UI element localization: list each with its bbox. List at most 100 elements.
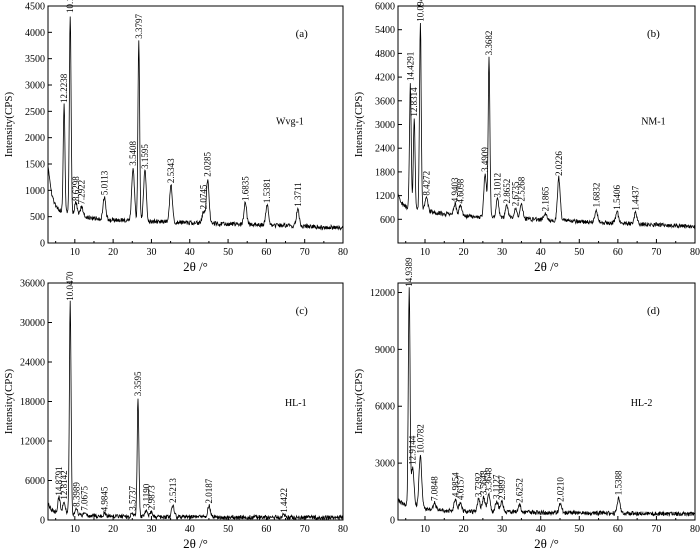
y-tick-label: 1000 <box>25 186 45 197</box>
y-tick-label: 0 <box>390 516 395 527</box>
peak-label: 10.1509 <box>65 0 75 13</box>
y-tick-label: 18000 <box>20 397 45 408</box>
peak-label: 3.1595 <box>140 144 150 169</box>
peak-label: 4.6157 <box>455 475 465 500</box>
peak-label: 12.9144 <box>408 435 418 465</box>
peak-label: 2.6735 <box>511 181 521 206</box>
y-tick-label: 2400 <box>375 144 395 155</box>
peak-label: 3.3595 <box>133 371 143 396</box>
peak-label: 8.6298 <box>71 176 81 201</box>
peak-label: 3.5408 <box>128 140 138 165</box>
peak-label: 4.9854 <box>450 472 460 497</box>
x-tick-label: 10 <box>70 524 80 535</box>
y-tick-label: 6000 <box>25 476 45 487</box>
peak-label: 1.4437 <box>631 185 641 210</box>
x-tick-label: 10 <box>420 524 430 535</box>
peak-label: 1.3711 <box>293 182 303 206</box>
y-tick-label: 1800 <box>375 167 395 178</box>
y-tick-label: 36000 <box>20 279 45 290</box>
x-tick-label: 50 <box>574 247 584 258</box>
peak-label: 1.5406 <box>612 185 622 210</box>
peak-label: 3.3797 <box>134 14 144 39</box>
x-tick-label: 70 <box>651 247 661 258</box>
peak-label: 2.0285 <box>203 151 213 176</box>
peak-label: 3.7392 <box>474 472 484 497</box>
peak-label: 1.6835 <box>240 176 250 201</box>
y-tick-label: 1200 <box>375 191 395 202</box>
peak-label: 12.8142 <box>59 470 69 499</box>
xrd-series-line <box>397 287 696 517</box>
x-tick-label: 10 <box>420 247 430 258</box>
peak-label: 4.6098 <box>455 178 465 203</box>
chart-panel-2: 10 20 30 40 50 60 70 80 600 1200 1800 2400 3000 3600 4… <box>353 0 700 274</box>
x-tick-label: 80 <box>690 524 700 535</box>
peak-label: 10.0782 <box>415 424 425 453</box>
y-tick-label: 12000 <box>20 437 45 448</box>
y-tick-label: 6000 <box>375 2 395 13</box>
peak-label: 2.5268 <box>516 176 526 201</box>
y-tick-label: 9000 <box>375 345 395 356</box>
peak-label: 4.9403 <box>450 177 460 202</box>
x-tick-label: 10 <box>70 247 80 258</box>
x-tick-label: 60 <box>613 247 623 258</box>
peak-label: 2.9897 <box>497 475 507 500</box>
y-tick-label: 600 <box>380 215 395 226</box>
y-tick-label: 4000 <box>25 28 45 39</box>
y-axis-title: Intensity(CPS) <box>353 368 365 434</box>
y-tick-label: 4200 <box>375 73 395 84</box>
x-tick-label: 50 <box>574 524 584 535</box>
xrd-series-line <box>47 300 344 521</box>
x-tick-label: 70 <box>300 247 310 258</box>
peak-label: 1.5381 <box>262 178 272 203</box>
peak-label: 2.0226 <box>554 151 564 176</box>
peak-label: 2.0745 <box>199 184 209 209</box>
peak-label: 2.1865 <box>540 186 550 211</box>
peak-label: 12.2238 <box>59 73 69 103</box>
peak-label: 3.1127 <box>492 474 502 499</box>
x-tick-label: 40 <box>536 524 546 535</box>
peak-label: 7.0675 <box>79 486 89 511</box>
x-tick-label: 20 <box>108 524 118 535</box>
peak-label: 14.9389 <box>404 257 414 287</box>
x-axis-title: 2θ /° <box>534 259 559 274</box>
peak-label: 2.8652 <box>502 179 512 204</box>
peak-label: 10.0944 <box>415 0 425 22</box>
y-tick-label: 3000 <box>375 459 395 470</box>
x-tick-label: 40 <box>185 524 195 535</box>
y-tick-label: 12000 <box>370 288 395 299</box>
x-tick-label: 30 <box>146 247 156 258</box>
chart-panel-3: 10 20 30 40 50 60 70 80 0 6000 12000 18000 24000 3000… <box>3 271 348 551</box>
peak-label: 3.1190 <box>141 483 151 508</box>
y-tick-label: 6000 <box>375 402 395 413</box>
x-axis-title: 2θ /° <box>183 259 208 274</box>
x-tick-label: 60 <box>613 524 623 535</box>
peak-label: 2.6252 <box>515 478 525 503</box>
x-tick-label: 80 <box>690 247 700 258</box>
peak-label: 7.0848 <box>430 476 440 501</box>
sample-label: HL-2 <box>631 398 653 409</box>
peak-label: 2.5213 <box>168 478 178 503</box>
x-axis-title: 2θ /° <box>534 536 559 551</box>
sample-label: HL-1 <box>285 398 307 409</box>
y-tick-label: 2500 <box>25 107 45 118</box>
peak-label: 3.3682 <box>484 31 494 56</box>
x-tick-label: 50 <box>223 247 233 258</box>
y-tick-label: 3500 <box>25 54 45 65</box>
x-tick-label: 70 <box>300 524 310 535</box>
plot-frame <box>47 5 344 244</box>
y-axis-title: Intensity(CPS) <box>3 368 15 434</box>
peak-label: 14.8791 <box>54 466 64 495</box>
x-tick-label: 50 <box>223 524 233 535</box>
peak-label: 12.8314 <box>409 87 419 117</box>
y-axis-title: Intensity(CPS) <box>353 91 365 157</box>
y-tick-label: 24000 <box>20 358 45 369</box>
y-tick-label: 0 <box>40 516 45 527</box>
y-tick-label: 3000 <box>25 81 45 92</box>
x-tick-label: 80 <box>338 524 348 535</box>
peak-label: 1.5388 <box>614 470 624 495</box>
peak-label: 7.2922 <box>77 180 87 205</box>
y-tick-label: 0 <box>40 239 45 250</box>
y-tick-label: 5400 <box>375 25 395 36</box>
x-tick-label: 20 <box>459 524 469 535</box>
sample-label: NM-1 <box>641 117 665 128</box>
